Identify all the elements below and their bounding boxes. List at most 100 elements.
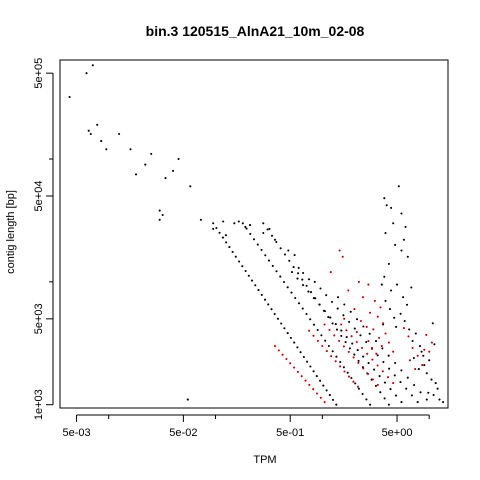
data-point bbox=[400, 369, 403, 372]
data-point bbox=[312, 388, 315, 391]
data-point bbox=[297, 266, 300, 269]
data-point bbox=[340, 329, 343, 332]
y-tick-label: 1e+03 bbox=[33, 389, 45, 420]
data-point bbox=[352, 356, 355, 359]
data-point bbox=[371, 378, 374, 381]
y-tick-label: 5e+05 bbox=[33, 58, 45, 89]
data-point bbox=[279, 275, 282, 278]
data-point bbox=[406, 376, 409, 379]
data-point bbox=[256, 243, 259, 246]
data-point bbox=[280, 322, 283, 325]
data-point bbox=[244, 269, 247, 273]
data-point bbox=[300, 375, 303, 378]
data-point bbox=[334, 360, 337, 363]
data-point bbox=[348, 320, 351, 323]
data-point bbox=[419, 391, 422, 394]
data-point bbox=[346, 371, 349, 374]
data-points bbox=[68, 64, 445, 406]
data-point bbox=[392, 382, 395, 385]
data-point bbox=[412, 356, 415, 360]
data-point bbox=[405, 303, 409, 306]
data-point bbox=[270, 308, 273, 311]
data-point bbox=[276, 317, 280, 320]
data-point bbox=[400, 212, 403, 215]
data-point bbox=[260, 248, 263, 251]
data-point bbox=[400, 249, 403, 252]
data-point bbox=[361, 392, 364, 396]
data-point bbox=[362, 355, 365, 358]
data-point bbox=[336, 296, 340, 299]
data-point bbox=[402, 296, 405, 299]
data-point bbox=[134, 173, 138, 176]
data-point bbox=[316, 339, 319, 342]
data-point bbox=[374, 384, 377, 387]
data-point bbox=[325, 294, 328, 297]
data-point bbox=[387, 262, 390, 265]
data-point bbox=[323, 323, 326, 326]
data-point bbox=[260, 293, 263, 296]
x-tick-label: 5e-01 bbox=[276, 427, 304, 439]
data-point bbox=[356, 349, 359, 352]
data-point bbox=[353, 327, 356, 330]
x-axis: 5e-03 5e-02 5e-01 5e+00 bbox=[62, 414, 430, 439]
data-point bbox=[374, 340, 378, 343]
data-point bbox=[327, 316, 330, 319]
data-point bbox=[387, 341, 390, 344]
data-point bbox=[257, 289, 260, 292]
data-point bbox=[420, 350, 423, 353]
data-point bbox=[369, 403, 372, 406]
data-point bbox=[307, 329, 311, 332]
data-point bbox=[96, 123, 99, 126]
data-point bbox=[416, 401, 419, 404]
data-point bbox=[342, 366, 345, 369]
data-point bbox=[244, 225, 247, 228]
data-point bbox=[308, 383, 311, 386]
data-point bbox=[400, 401, 403, 404]
data-point bbox=[386, 376, 390, 379]
data-point bbox=[312, 334, 315, 337]
data-point bbox=[430, 378, 433, 381]
data-point bbox=[266, 228, 269, 231]
data-point bbox=[312, 297, 315, 300]
data-point bbox=[218, 231, 221, 234]
data-point bbox=[339, 360, 342, 364]
data-point bbox=[361, 296, 365, 299]
data-point bbox=[410, 394, 413, 397]
data-point bbox=[212, 227, 215, 230]
data-point bbox=[370, 346, 373, 349]
data-point bbox=[355, 331, 358, 334]
data-point bbox=[383, 197, 386, 200]
data-point bbox=[365, 340, 368, 344]
data-point bbox=[387, 354, 390, 357]
data-point bbox=[390, 206, 393, 209]
data-point bbox=[224, 234, 227, 237]
data-point bbox=[383, 275, 386, 278]
data-point bbox=[68, 95, 71, 99]
data-point bbox=[267, 259, 271, 262]
data-point bbox=[376, 364, 379, 367]
data-point bbox=[387, 403, 390, 406]
data-point bbox=[408, 359, 411, 362]
data-point bbox=[382, 322, 385, 325]
data-point bbox=[335, 328, 339, 331]
data-point bbox=[343, 370, 346, 373]
data-point bbox=[376, 354, 379, 357]
data-point bbox=[150, 152, 153, 155]
data-point bbox=[325, 350, 328, 353]
data-point bbox=[309, 291, 313, 294]
data-point bbox=[296, 370, 299, 373]
data-point bbox=[335, 355, 338, 358]
data-point bbox=[322, 384, 325, 387]
data-point bbox=[366, 352, 369, 355]
data-point bbox=[325, 389, 328, 392]
y-axis: 1e+03 5e+03 5e+04 5e+05 bbox=[33, 58, 54, 420]
data-point bbox=[315, 392, 319, 395]
data-point bbox=[222, 220, 225, 223]
data-point bbox=[318, 303, 321, 306]
data-point bbox=[282, 280, 286, 284]
data-point bbox=[416, 354, 419, 357]
data-point bbox=[290, 291, 293, 294]
data-point bbox=[414, 368, 417, 371]
data-point bbox=[339, 365, 342, 368]
data-point bbox=[286, 332, 289, 335]
